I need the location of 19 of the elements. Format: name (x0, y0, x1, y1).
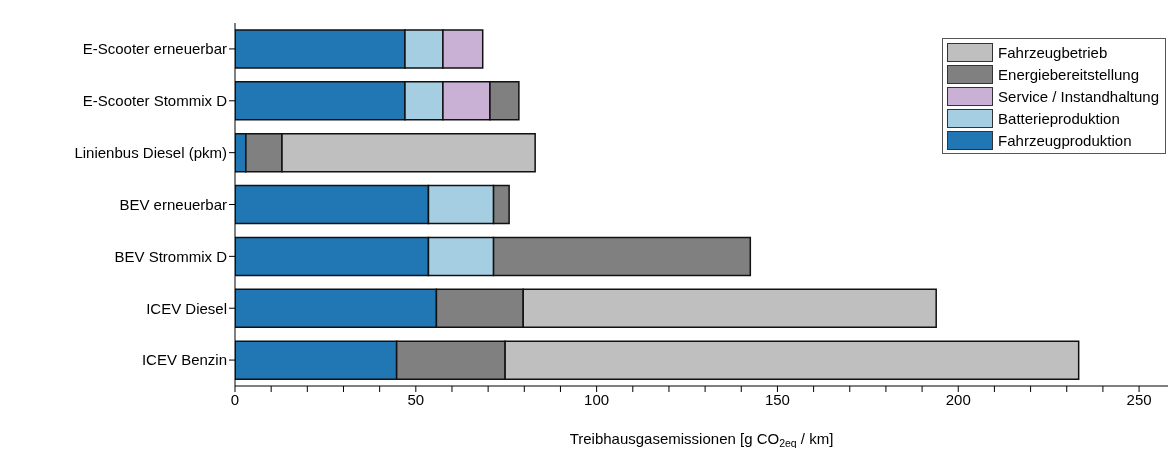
x-tick-label: 100 (584, 390, 610, 408)
x-tick-label: 150 (764, 390, 790, 408)
y-tick-label: BEV erneuerbar (119, 195, 227, 213)
y-tick-label: ICEV Benzin (141, 351, 227, 369)
y-tick-label: E-Scooter Stommix D (82, 92, 228, 110)
x-tick-label: 50 (407, 390, 425, 408)
y-tick-label: E-Scooter erneuerbar (82, 40, 227, 58)
y-tick-label: ICEV Diesel (146, 299, 227, 317)
y-tick-label: BEV Strommix D (114, 247, 228, 265)
x-tick-label: 0 (230, 390, 240, 408)
legend-label: Fahrzeugbetrieb (998, 43, 1108, 61)
x-tick-label: 250 (1126, 390, 1152, 408)
x-tick-label: 200 (945, 390, 971, 408)
legend-label: Batterieproduktion (998, 109, 1120, 127)
legend-label: Energiebereitstellung (998, 65, 1139, 83)
legend-label: Service / Instandhaltung (998, 87, 1159, 105)
y-tick-label: Linienbus Diesel (pkm) (74, 143, 227, 161)
x-axis-title: Treibhausgasemissionen [g CO$_{2eq}$ / km] (569, 430, 834, 449)
legend-label: Fahrzeugproduktion (998, 131, 1132, 149)
